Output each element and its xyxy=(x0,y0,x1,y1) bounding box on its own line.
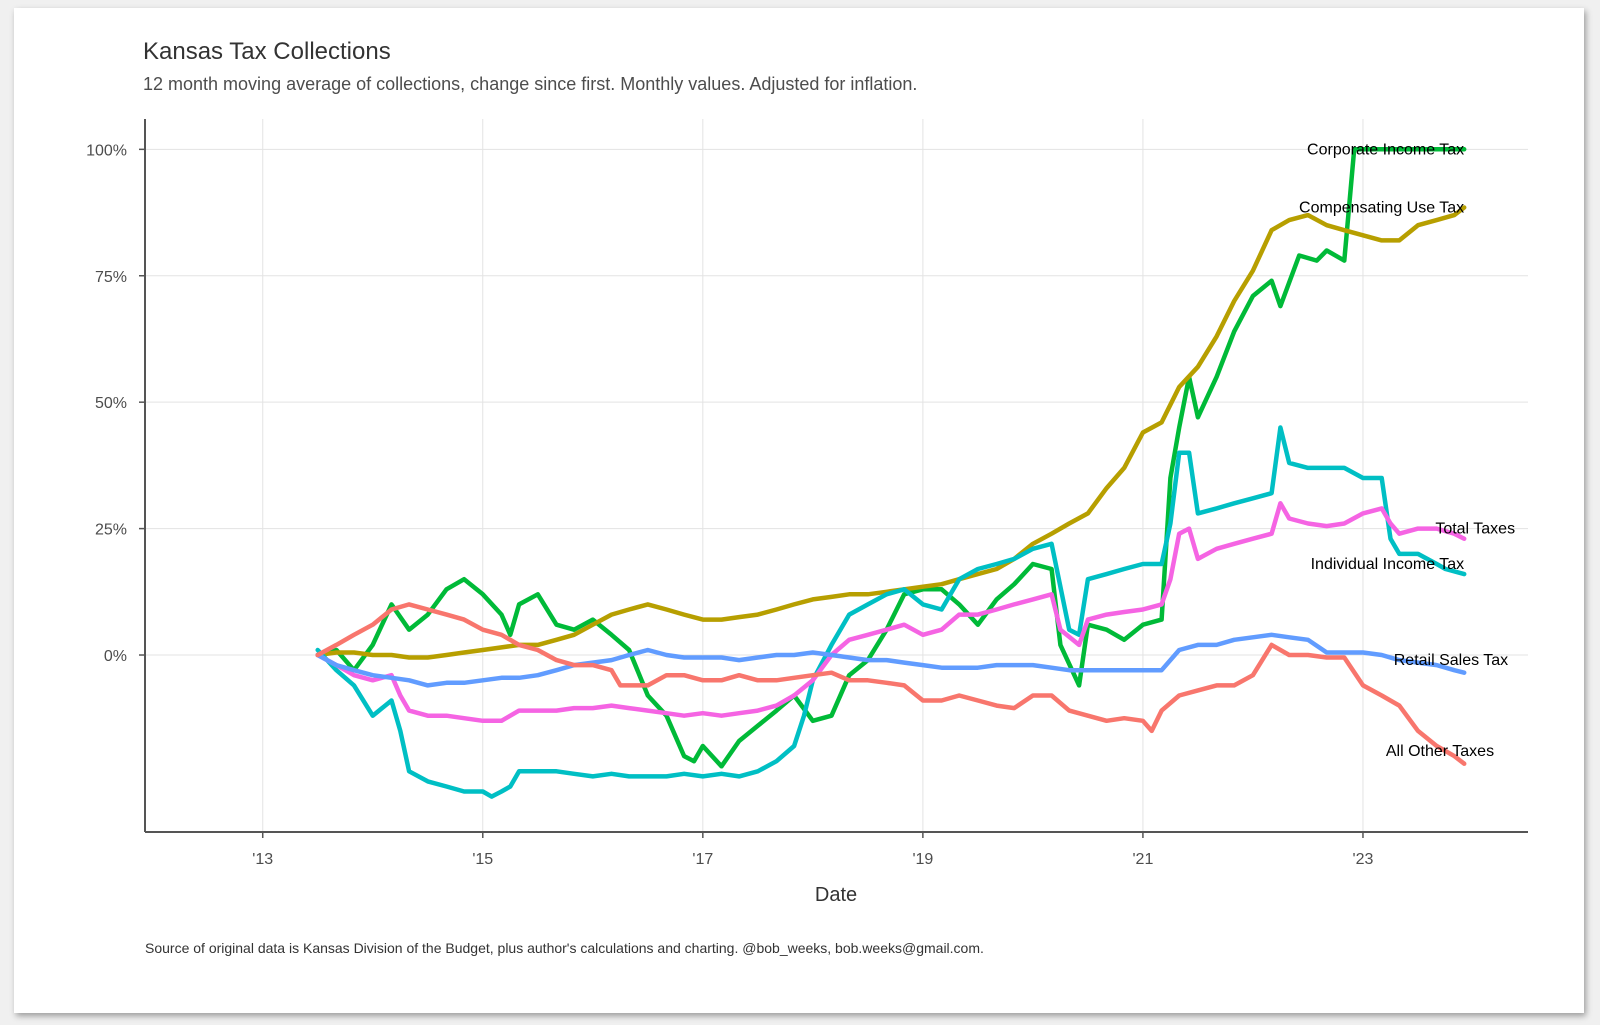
gridlines xyxy=(145,119,1528,832)
series-label-individual-income-tax: Individual Income Tax xyxy=(1311,556,1465,573)
series-label-compensating-use-tax: Compensating Use Tax xyxy=(1299,199,1464,216)
series-lines xyxy=(315,147,1467,799)
series-label-corporate-income-tax: Corporate Income Tax xyxy=(1307,141,1464,158)
chart-subtitle: 12 month moving average of collections, … xyxy=(143,74,917,94)
y-tick-label: 75% xyxy=(95,269,127,286)
chart-caption: Source of original data is Kansas Divisi… xyxy=(145,940,984,956)
series-label-total-taxes: Total Taxes xyxy=(1435,521,1515,538)
x-tick-label: '17 xyxy=(692,851,713,868)
x-tick-label: '23 xyxy=(1353,851,1374,868)
chart-svg: Kansas Tax Collections 12 month moving a… xyxy=(86,38,1528,956)
x-axis-title: Date xyxy=(815,884,857,906)
series-label-all-other-taxes: All Other Taxes xyxy=(1386,743,1494,760)
chart-card: Kansas Tax Collections 12 month moving a… xyxy=(14,8,1584,1013)
series-line-individual-income-tax xyxy=(315,425,1467,799)
series-line-all-other-taxes xyxy=(315,602,1467,766)
x-tick-label: '15 xyxy=(472,851,493,868)
axes xyxy=(144,119,1528,833)
series-line-retail-sales-tax xyxy=(315,632,1467,688)
y-tick-label: 25% xyxy=(95,522,127,539)
x-tick-label: '21 xyxy=(1132,851,1153,868)
series-line-corporate-income-tax xyxy=(315,147,1467,769)
x-tick-label: '13 xyxy=(252,851,273,868)
y-tick-label: 50% xyxy=(95,395,127,412)
tick-labels: '13 '15 '17 '19 '21 '23 0% 25% 50% 75% 100% xyxy=(86,142,1373,868)
series-labels: Corporate Income Tax Compensating Use Tax… xyxy=(1299,141,1515,760)
x-tick-label: '19 xyxy=(912,851,933,868)
y-tick-label: 0% xyxy=(104,648,127,665)
y-tick-label: 100% xyxy=(86,142,127,159)
series-line-total-taxes xyxy=(315,501,1467,724)
series-label-retail-sales-tax: Retail Sales Tax xyxy=(1394,652,1508,669)
chart-title: Kansas Tax Collections xyxy=(143,38,391,65)
